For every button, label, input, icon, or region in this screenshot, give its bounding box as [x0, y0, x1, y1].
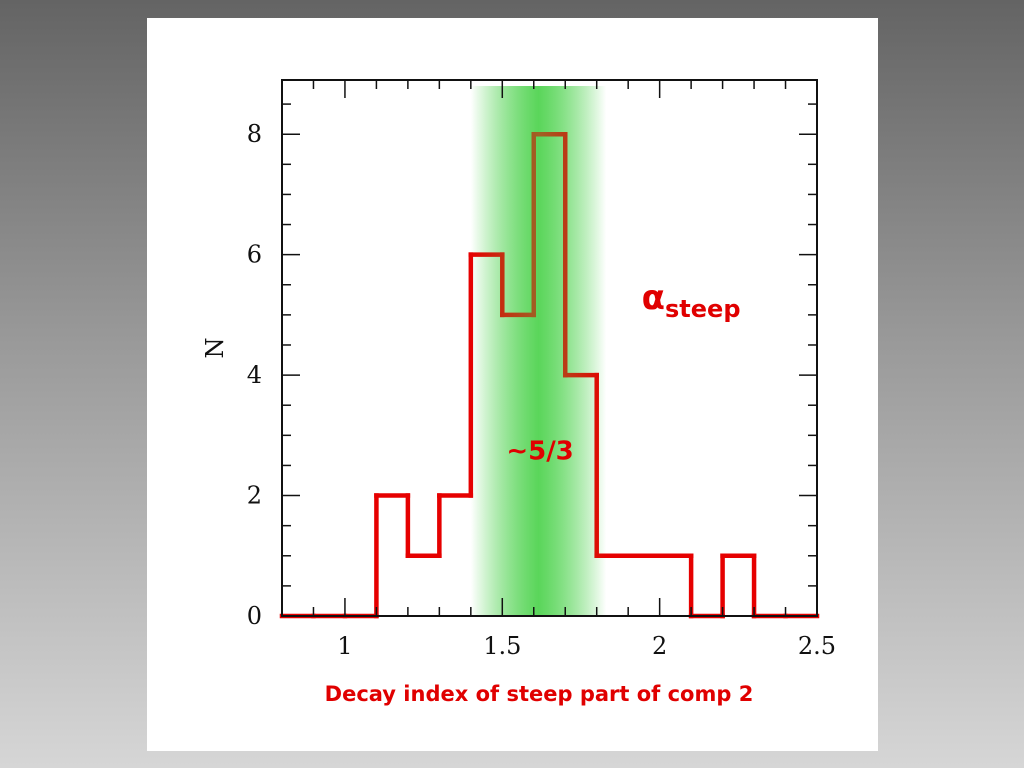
y-tick-label: 0 — [247, 602, 262, 630]
x-tick-label: 2.5 — [798, 632, 836, 660]
x-tick-label: 2 — [652, 632, 667, 660]
alpha-symbol: α — [642, 278, 665, 318]
y-tick-label: 2 — [247, 482, 262, 510]
plot-frame — [281, 79, 818, 617]
x-axis-label: Decay index of steep part of comp 2 — [325, 682, 754, 706]
y-tick-label: 4 — [247, 361, 262, 389]
y-tick-label: 6 — [247, 241, 262, 269]
y-tick-label: 8 — [247, 120, 262, 148]
alpha-subscript: steep — [665, 295, 741, 323]
highlight-band-overlay — [470, 86, 607, 616]
x-tick-label: 1.5 — [483, 632, 521, 660]
x-tick-label: 1 — [337, 632, 352, 660]
annotation-five-thirds: ~5/3 — [506, 436, 573, 466]
annotation-alpha-steep: αsteep — [642, 278, 741, 323]
y-axis-label: N — [201, 338, 229, 359]
